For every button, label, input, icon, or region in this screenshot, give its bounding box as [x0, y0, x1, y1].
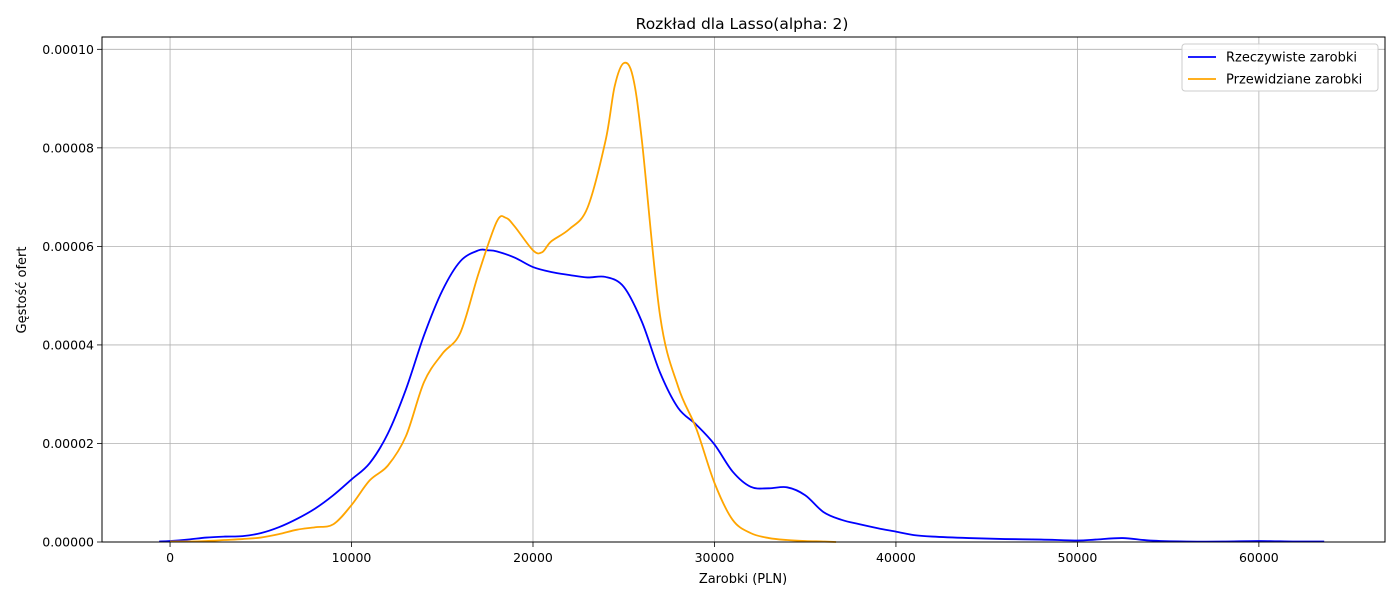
- legend-label: Rzeczywiste zarobki: [1226, 51, 1357, 66]
- y-axis: 0.00000 0.00002 0.00004 0.00006 0.00008 0.000…: [42, 42, 102, 550]
- y-tick-label: 0.00008: [42, 140, 94, 155]
- legend-box: [1181, 43, 1379, 92]
- y-tick-label: 0.00002: [42, 436, 94, 451]
- plot-frame: [101, 36, 1386, 543]
- y-axis-label: Gęstość ofert: [15, 247, 30, 334]
- x-axis: 0 10000 20000 30000 40000 50000 60000: [166, 542, 1279, 565]
- x-tick-label: 0: [166, 550, 174, 565]
- x-tick-label: 50000: [1058, 550, 1098, 565]
- x-axis-label: Zarobki (PLN): [699, 572, 787, 587]
- chart-title: Rozkład dla Lasso(alpha: 2): [636, 15, 849, 33]
- legend: Rzeczywiste zarobki Przewidziane zarobki: [1181, 43, 1379, 92]
- x-tick-label: 40000: [876, 550, 916, 565]
- x-tick-label: 60000: [1239, 550, 1279, 565]
- series-line-1: [170, 61, 837, 543]
- x-tick-label: 30000: [695, 550, 735, 565]
- x-tick-label: 20000: [513, 550, 553, 565]
- y-tick-label: 0.00006: [42, 239, 94, 254]
- y-tick-label: 0.00010: [42, 42, 94, 57]
- x-tick-label: 10000: [332, 550, 372, 565]
- y-tick-label: 0.00000: [42, 535, 94, 550]
- series-line-0: [159, 248, 1325, 543]
- y-tick-label: 0.00004: [42, 337, 94, 352]
- series-lines: [159, 61, 1325, 543]
- legend-label: Przewidziane zarobki: [1226, 73, 1362, 88]
